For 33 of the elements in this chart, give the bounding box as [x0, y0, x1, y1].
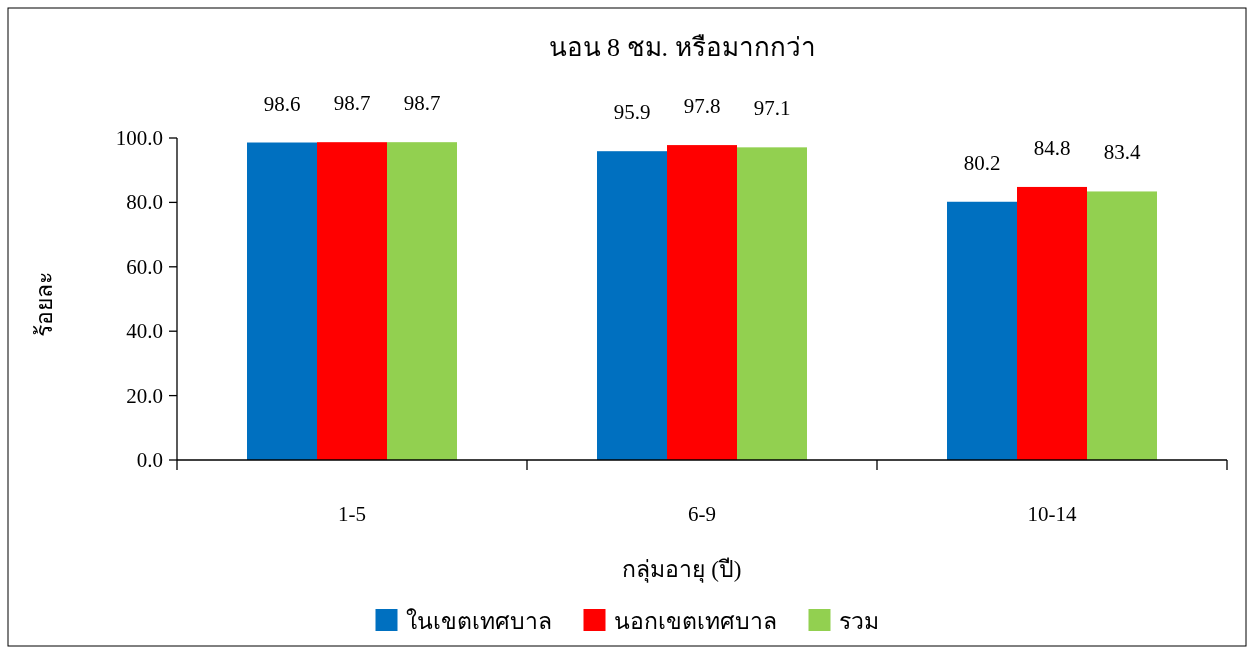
- y-axis-title: ร้อยละ: [32, 271, 57, 337]
- x-tick-label: 10-14: [1027, 502, 1077, 526]
- y-tick-label: 40.0: [126, 319, 163, 344]
- data-label: 98.7: [333, 91, 371, 116]
- bar: [1017, 186, 1087, 460]
- bar: [1087, 191, 1157, 460]
- bar: [597, 151, 667, 460]
- x-axis-title: กลุ่มอายุ (ปี): [622, 557, 742, 583]
- chart-title: นอน 8 ชม. หรือมากกว่า: [548, 33, 816, 62]
- bar: [667, 145, 737, 460]
- data-label: 80.2: [963, 150, 1001, 175]
- y-tick-label: 80.0: [126, 190, 163, 215]
- legend-label: นอกเขตเทศบาล: [613, 609, 777, 634]
- bar: [947, 201, 1017, 460]
- bar: [387, 142, 457, 460]
- x-tick-label: 1-5: [338, 502, 366, 526]
- data-label: 97.8: [683, 94, 721, 119]
- y-tick-label: 60.0: [126, 254, 163, 279]
- data-label: 97.1: [753, 96, 791, 121]
- bar: [737, 147, 807, 460]
- bar: [247, 142, 317, 460]
- y-tick-label: 0.0: [136, 448, 163, 472]
- y-tick-label: 100.0: [115, 126, 163, 150]
- legend-label: ในเขตเทศบาล: [405, 608, 552, 634]
- data-label: 83.4: [1103, 140, 1141, 165]
- x-tick-label: 6-9: [688, 502, 716, 526]
- bar: [317, 142, 387, 460]
- data-label: 84.8: [1033, 135, 1071, 160]
- data-label: 95.9: [613, 100, 651, 125]
- data-label: 98.6: [263, 91, 301, 116]
- y-tick-label: 20.0: [126, 383, 163, 408]
- legend-label: รวม: [838, 609, 879, 634]
- data-label: 98.7: [403, 91, 441, 116]
